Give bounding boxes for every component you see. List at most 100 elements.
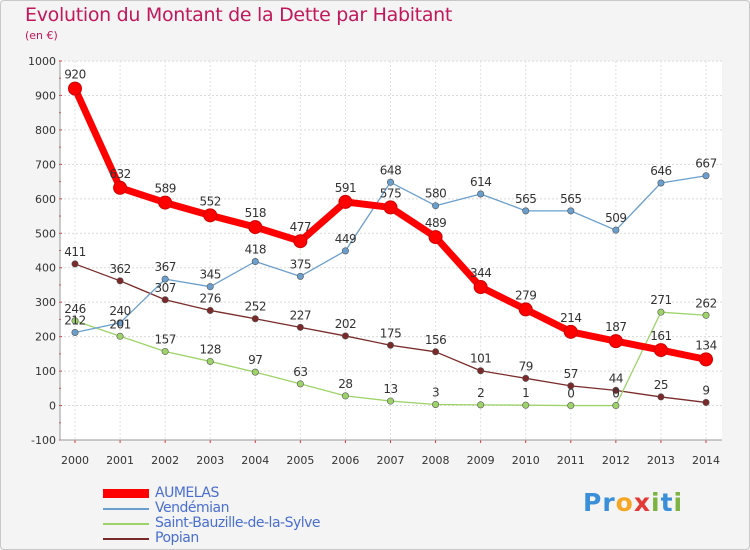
data-label-0: 134 xyxy=(695,338,716,352)
data-label-2: 3 xyxy=(432,386,439,400)
series-point-3 xyxy=(161,296,169,304)
data-label-1: 418 xyxy=(245,243,266,257)
series-point-1 xyxy=(432,202,440,210)
data-label-3: 57 xyxy=(564,367,578,381)
series-point-1 xyxy=(567,207,575,215)
series-point-3 xyxy=(612,386,620,394)
data-label-3: 411 xyxy=(64,245,85,259)
data-label-1: 367 xyxy=(154,260,175,274)
series-point-1 xyxy=(206,283,214,291)
data-label-2: 262 xyxy=(695,296,716,310)
series-point-0 xyxy=(383,200,398,215)
series-point-0 xyxy=(338,194,353,209)
series-point-0 xyxy=(293,234,308,249)
series-point-3 xyxy=(477,367,485,375)
data-label-1: 565 xyxy=(515,192,536,206)
data-label-3: 252 xyxy=(245,300,266,314)
data-label-2: 28 xyxy=(338,377,352,391)
data-label-2: 128 xyxy=(200,342,221,356)
data-label-1: 509 xyxy=(605,211,626,225)
series-point-3 xyxy=(251,315,259,323)
series-point-3 xyxy=(657,393,665,401)
legend-label-saint-bauzille: Saint-Bauzille-de-la-Sylve xyxy=(155,515,321,531)
data-label-1: 667 xyxy=(695,157,716,171)
series-point-1 xyxy=(522,207,530,215)
data-label-2: 1 xyxy=(522,386,529,400)
data-label-2: 271 xyxy=(650,293,671,307)
series-point-0 xyxy=(158,195,173,210)
data-label-3: 307 xyxy=(154,281,175,295)
series-point-2 xyxy=(612,402,620,410)
data-label-3: 9 xyxy=(702,383,709,397)
data-label-1: 345 xyxy=(200,268,221,282)
legend-swatch-saint-bauzille xyxy=(103,522,149,525)
data-label-1: 614 xyxy=(470,175,491,189)
y-tick-label: 600 xyxy=(35,193,56,206)
x-tick-label: 2003 xyxy=(196,454,224,467)
series-point-2 xyxy=(251,368,259,376)
series-point-0 xyxy=(248,220,263,235)
data-label-2: 97 xyxy=(248,353,262,367)
y-tick-label: 0 xyxy=(49,400,56,413)
y-tick-label: 200 xyxy=(35,331,56,344)
series-point-3 xyxy=(432,348,440,356)
series-point-3 xyxy=(341,332,349,340)
data-label-3: 79 xyxy=(519,359,533,373)
data-label-3: 101 xyxy=(470,352,491,366)
series-point-0 xyxy=(563,324,578,339)
data-label-1: 565 xyxy=(560,192,581,206)
legend-label-aumelas: AUMELAS xyxy=(155,485,219,501)
data-label-1: 449 xyxy=(335,232,356,246)
logo-letter: x xyxy=(633,488,651,517)
series-point-1 xyxy=(116,319,124,327)
data-label-1: 240 xyxy=(109,304,130,318)
x-tick-label: 2010 xyxy=(512,454,540,467)
data-label-0: 575 xyxy=(380,186,401,200)
legend-swatch-aumelas xyxy=(103,489,149,498)
series-point-3 xyxy=(522,374,530,382)
series-point-2 xyxy=(432,401,440,409)
data-label-3: 202 xyxy=(335,317,356,331)
legend-item-aumelas: AUMELAS xyxy=(103,486,320,501)
y-tick-label: 500 xyxy=(35,227,56,240)
series-point-1 xyxy=(612,226,620,234)
series-point-2 xyxy=(477,401,485,409)
series-point-1 xyxy=(71,329,79,337)
x-tick-label: 2000 xyxy=(61,454,89,467)
data-label-0: 591 xyxy=(335,181,356,195)
data-label-3: 44 xyxy=(609,371,623,385)
series-point-0 xyxy=(518,302,533,317)
series-point-2 xyxy=(116,332,124,340)
data-label-0: 632 xyxy=(109,167,130,181)
data-label-2: 246 xyxy=(64,302,85,316)
data-label-3: 227 xyxy=(290,308,311,322)
data-label-0: 187 xyxy=(605,320,626,334)
data-label-1: 212 xyxy=(64,314,85,328)
legend-item-popian: Popian xyxy=(103,531,320,546)
logo-letter: i xyxy=(673,488,684,517)
series-point-1 xyxy=(702,172,710,180)
series-point-0 xyxy=(653,343,668,358)
chart-subtitle: (en €) xyxy=(25,29,58,42)
data-label-0: 489 xyxy=(425,216,446,230)
y-tick-label: 400 xyxy=(35,262,56,275)
series-point-1 xyxy=(657,179,665,187)
legend-item-vendemian: Vendémian xyxy=(103,501,320,516)
x-tick-label: 2001 xyxy=(106,454,134,467)
series-point-0 xyxy=(428,230,443,245)
data-label-3: 25 xyxy=(654,378,668,392)
logo-letter: o xyxy=(615,488,634,517)
logo-letter: i xyxy=(651,488,661,517)
legend-swatch-popian xyxy=(103,537,149,540)
x-tick-label: 2013 xyxy=(647,454,675,467)
series-point-3 xyxy=(386,341,394,349)
series-point-1 xyxy=(386,178,394,186)
legend-swatch-vendemian xyxy=(103,507,149,510)
legend-label-vendemian: Vendémian xyxy=(155,500,229,516)
series-point-0 xyxy=(608,334,623,349)
data-label-2: 0 xyxy=(567,387,574,401)
series-point-2 xyxy=(567,402,575,410)
logo-letter: t xyxy=(660,488,674,517)
chart-legend: AUMELAS Vendémian Saint-Bauzille-de-la-S… xyxy=(103,486,321,546)
